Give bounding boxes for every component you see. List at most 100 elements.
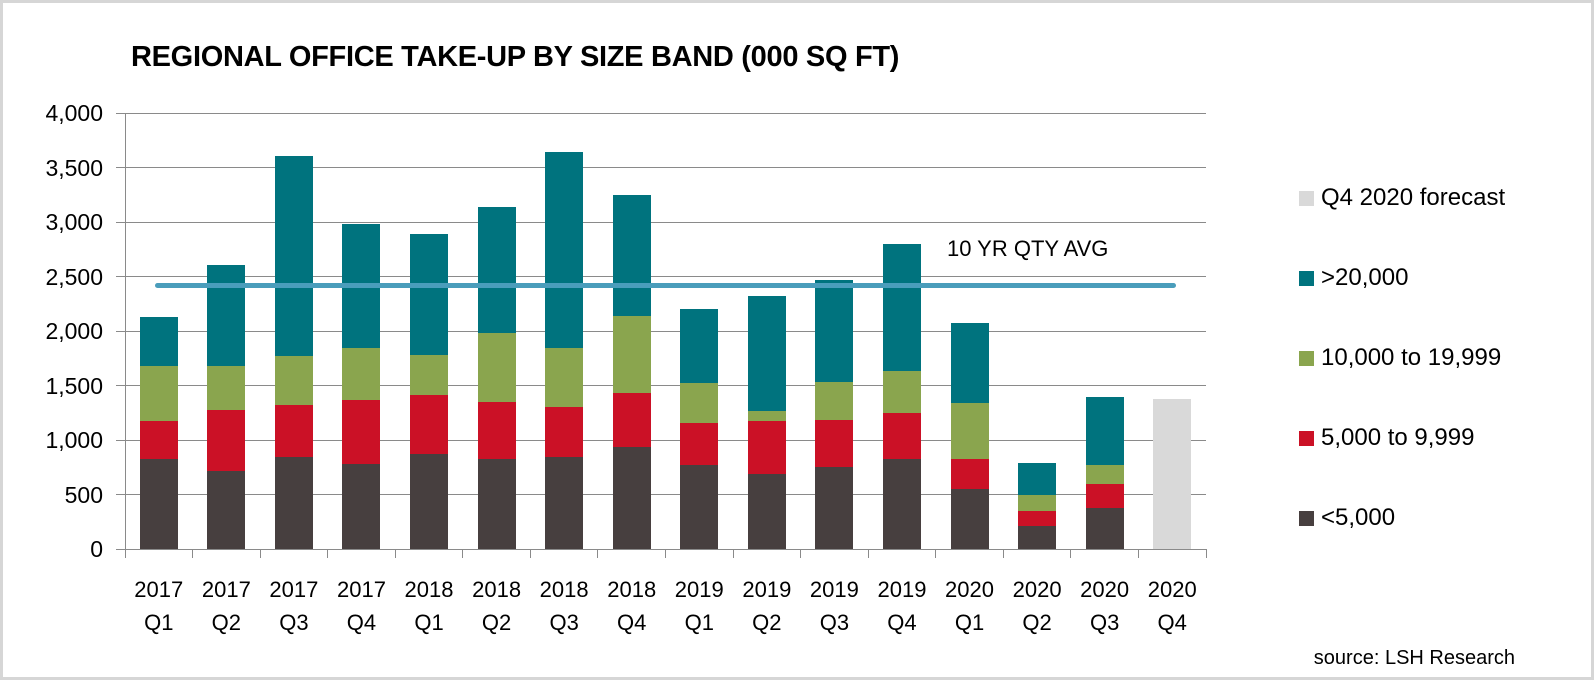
x-label-quarter: Q4 bbox=[887, 610, 917, 635]
x-label-year: 2019 bbox=[742, 577, 792, 602]
x-label-year: 2018 bbox=[539, 577, 589, 602]
x-axis-category-label: 2020 Q2 bbox=[1003, 573, 1071, 639]
x-label-quarter: Q1 bbox=[684, 610, 714, 635]
bar-segment-10-000-to-19-999 bbox=[882, 370, 921, 414]
legend-label: 10,000 to 19,999 bbox=[1321, 344, 1502, 371]
bar-segment-5-000 bbox=[612, 446, 651, 549]
x-axis-tick bbox=[935, 549, 937, 558]
average-line bbox=[154, 282, 1177, 288]
y-axis-tick-label: 1,500 bbox=[45, 372, 103, 399]
x-axis-category-label: 2018 Q4 bbox=[598, 573, 666, 639]
x-label-quarter: Q2 bbox=[481, 610, 512, 635]
gridline bbox=[125, 330, 1206, 332]
y-axis-tick bbox=[116, 330, 125, 332]
x-label-quarter: Q3 bbox=[279, 610, 309, 635]
gridline bbox=[125, 221, 1206, 223]
bar-segment-10-000-to-19-999 bbox=[207, 366, 246, 411]
bar-segment-20-000 bbox=[882, 244, 921, 371]
x-label-year: 2018 bbox=[472, 577, 522, 602]
bar-segment-20-000 bbox=[950, 323, 989, 404]
bar-segment-5-000 bbox=[680, 464, 719, 549]
x-axis-category-label: 2019 Q3 bbox=[801, 573, 869, 639]
bar-segment-5-000-to-9-999 bbox=[680, 422, 719, 465]
bar-segment-5-000-to-9-999 bbox=[950, 459, 989, 490]
legend-swatch-icon bbox=[1299, 350, 1314, 366]
bar-segment-5-000-to-9-999 bbox=[139, 421, 178, 460]
bar-segment-5-000-to-9-999 bbox=[342, 399, 381, 464]
bar-segment-10-000-to-19-999 bbox=[815, 381, 854, 420]
bar-segment-10-000-to-19-999 bbox=[342, 348, 381, 400]
legend-item: Q4 2020 forecast bbox=[1299, 158, 1505, 238]
x-axis-category-label: 2019 Q4 bbox=[868, 573, 936, 639]
x-axis-category-label: 2018 Q3 bbox=[530, 573, 598, 639]
x-axis-tick bbox=[327, 549, 329, 558]
bar-segment-5-000-to-9-999 bbox=[1018, 510, 1057, 527]
bar-segment-10-000-to-19-999 bbox=[747, 410, 786, 422]
x-label-quarter: Q4 bbox=[346, 610, 377, 635]
x-label-year: 2020 bbox=[1080, 577, 1130, 602]
x-label-quarter: Q4 bbox=[617, 610, 647, 635]
y-axis-tick-label: 4,000 bbox=[45, 100, 103, 126]
y-axis-tick-label: 0 bbox=[90, 536, 103, 562]
bar-segment-10-000-to-19-999 bbox=[612, 316, 651, 393]
bar-segment-5-000 bbox=[545, 457, 584, 549]
bar-segment-20-000 bbox=[477, 206, 516, 334]
x-label-quarter: Q1 bbox=[414, 610, 444, 635]
bar-segment-20-000 bbox=[1018, 462, 1057, 496]
legend-swatch-icon bbox=[1299, 430, 1314, 446]
legend-label: 5,000 to 9,999 bbox=[1321, 424, 1475, 451]
gridline bbox=[125, 494, 1206, 495]
bar-segment-5-000 bbox=[747, 474, 786, 549]
bar-segment-5-000-to-9-999 bbox=[882, 413, 921, 460]
x-label-year: 2020 bbox=[1147, 577, 1197, 602]
x-axis-tick bbox=[1137, 549, 1139, 558]
legend-swatch-icon bbox=[1299, 510, 1314, 526]
x-label-quarter: Q2 bbox=[752, 610, 782, 635]
x-axis-category-label: 2019 Q2 bbox=[733, 573, 801, 639]
bar-segment-20-000 bbox=[274, 156, 313, 356]
legend-label: Q4 2020 forecast bbox=[1321, 184, 1506, 211]
x-label-year: 2019 bbox=[877, 577, 927, 602]
x-label-year: 2019 bbox=[809, 577, 859, 602]
chart-title: REGIONAL OFFICE TAKE-UP BY SIZE BAND (00… bbox=[131, 41, 900, 73]
bar-segment-5-000 bbox=[139, 459, 178, 549]
x-axis-tick bbox=[192, 549, 194, 558]
x-label-year: 2017 bbox=[336, 577, 386, 602]
bar-segment-5-000 bbox=[207, 471, 246, 549]
x-axis-category-label: 2020 Q1 bbox=[936, 573, 1004, 639]
bar-segment-20-000 bbox=[747, 295, 786, 411]
y-axis-tick-label: 1,000 bbox=[45, 427, 103, 453]
bar-segment-5-000-to-9-999 bbox=[815, 419, 854, 467]
bar-segment-20-000 bbox=[612, 194, 651, 317]
x-axis-tick bbox=[1070, 549, 1072, 558]
legend-item: >20,000 bbox=[1299, 238, 1505, 318]
bar-segment-5-000 bbox=[1085, 507, 1124, 549]
y-axis-tick-label: 2,000 bbox=[45, 318, 103, 344]
bar-segment-5-000-to-9-999 bbox=[747, 421, 786, 475]
bar-segment-20-000 bbox=[545, 152, 584, 348]
bar-segment-20-000 bbox=[1085, 397, 1124, 466]
y-axis-tick bbox=[116, 276, 125, 277]
bar-segment-5-000 bbox=[274, 456, 313, 549]
legend-swatch-icon bbox=[1299, 270, 1314, 286]
x-label-quarter: Q3 bbox=[819, 610, 850, 635]
bar-segment-10-000-to-19-999 bbox=[680, 383, 719, 423]
bar-segment-5-000-to-9-999 bbox=[612, 392, 651, 447]
bar-segment-10-000-to-19-999 bbox=[545, 347, 584, 408]
bar-segment-20-000 bbox=[207, 264, 246, 367]
x-label-year: 2018 bbox=[607, 577, 657, 602]
x-label-quarter: Q3 bbox=[1089, 610, 1120, 635]
legend-swatch-icon bbox=[1299, 190, 1314, 206]
x-label-year: 2018 bbox=[404, 577, 454, 602]
x-label-quarter: Q2 bbox=[1022, 610, 1052, 635]
x-axis-category-label: 2017 Q2 bbox=[193, 573, 261, 639]
x-axis-tick bbox=[665, 549, 666, 558]
gridline bbox=[125, 439, 1206, 441]
source-credit: source: LSH Research bbox=[1313, 647, 1515, 669]
bar-segment-10-000-to-19-999 bbox=[477, 333, 516, 403]
x-label-quarter: Q1 bbox=[954, 610, 985, 635]
bar-segment-5-000-to-9-999 bbox=[545, 407, 584, 458]
x-label-year: 2020 bbox=[945, 577, 994, 602]
x-label-quarter: Q2 bbox=[211, 610, 242, 635]
y-axis-tick-label: 3,500 bbox=[45, 154, 103, 181]
